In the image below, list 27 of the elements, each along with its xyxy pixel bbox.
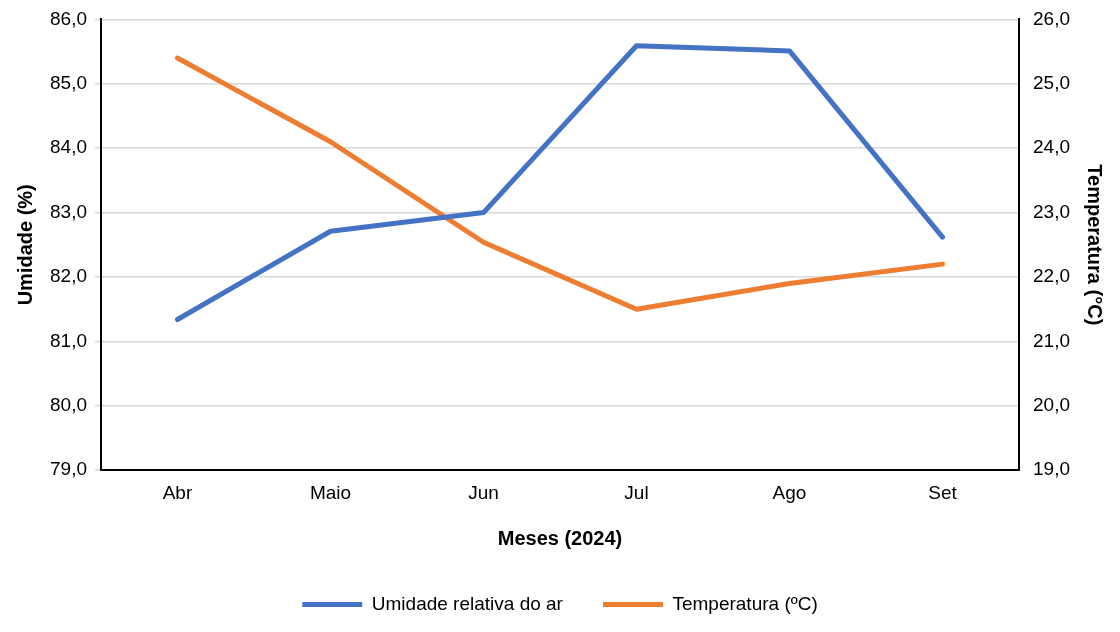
y2-axis-title: Temperatura (°C) (1084, 164, 1107, 326)
y2-tick-label: 21,0 (1033, 329, 1070, 351)
x-tick-label: Maio (309, 481, 352, 503)
y2-tick-label: 23,0 (1033, 200, 1070, 222)
y-tick-label: 86,0 (50, 7, 87, 29)
y-tick-label: 85,0 (50, 72, 87, 94)
x-tick-label: Set (928, 481, 958, 503)
y2-tick-label: 26,0 (1033, 7, 1070, 29)
legend-label: Umidade relativa do ar (371, 592, 564, 614)
y2-tick-label: 19,0 (1033, 458, 1070, 480)
y-tick-label: 80,0 (50, 394, 87, 416)
y2-tick-label: 20,0 (1033, 394, 1070, 416)
x-axis-title: Meses (2024) (497, 526, 623, 549)
y-tick-label: 83,0 (50, 200, 87, 222)
y-tick-label: 81,0 (50, 329, 87, 351)
y-axis-title: Umidade (%) (13, 184, 36, 306)
x-tick-label: Jul (624, 481, 649, 503)
y-tick-label: 79,0 (50, 458, 87, 480)
y-tick-label: 82,0 (50, 265, 87, 287)
y2-tick-label: 24,0 (1033, 136, 1070, 158)
y2-tick-label: 25,0 (1033, 72, 1070, 94)
legend-label: Temperatura (ºC) (672, 592, 818, 614)
x-tick-label: Ago (772, 481, 807, 503)
y2-tick-label: 22,0 (1033, 265, 1070, 287)
y-tick-label: 84,0 (50, 136, 87, 158)
x-tick-label: Jun (468, 481, 499, 503)
x-tick-label: Abr (162, 481, 193, 503)
